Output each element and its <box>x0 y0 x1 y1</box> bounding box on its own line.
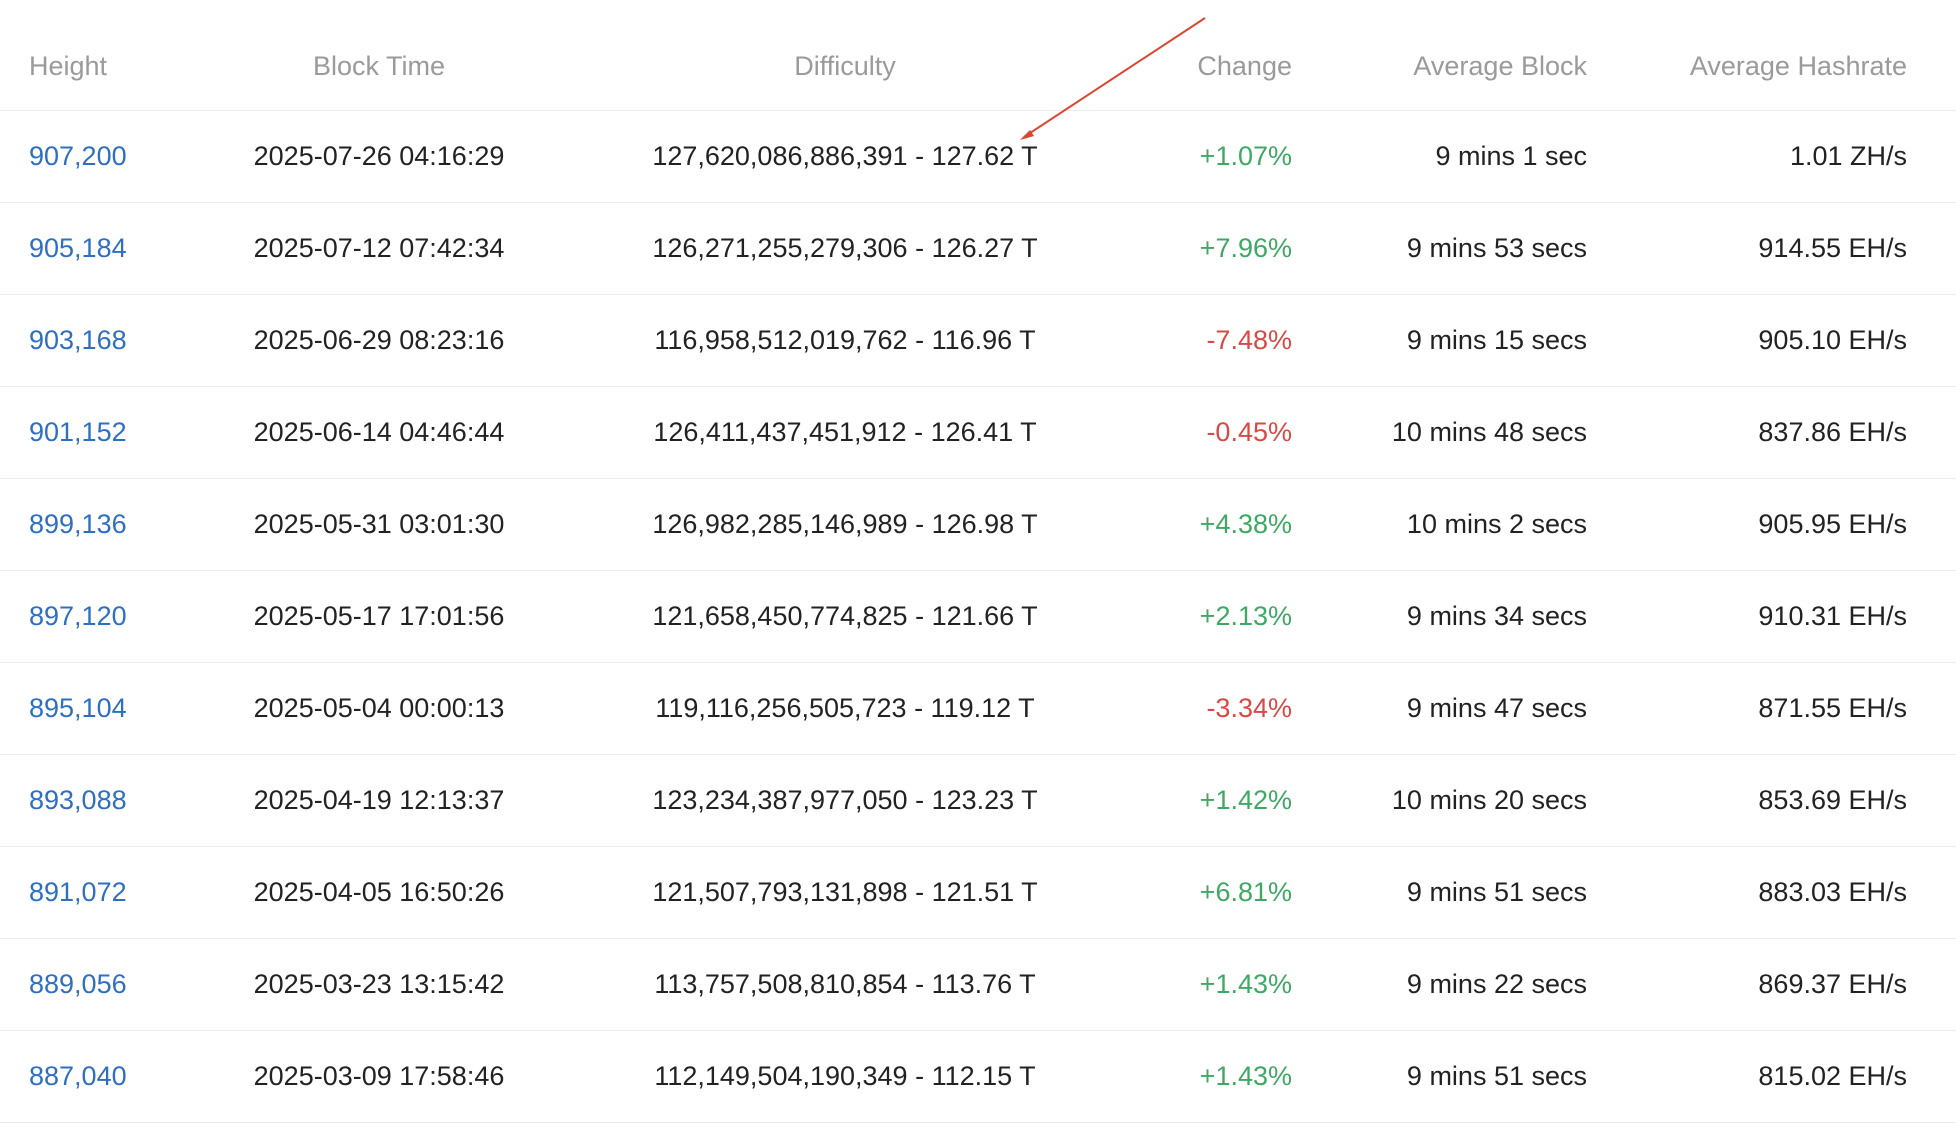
difficulty-cell: 121,658,450,774,825 - 121.66 T <box>652 601 1038 631</box>
average-block-cell: 10 mins 48 secs <box>1391 417 1587 447</box>
average-block-cell: 9 mins 15 secs <box>1406 325 1587 355</box>
difficulty-cell: 126,271,255,279,306 - 126.27 T <box>652 233 1038 263</box>
average-block-cell: 10 mins 2 secs <box>1406 509 1587 539</box>
difficulty-cell: 127,620,086,886,391 - 127.62 T <box>652 141 1038 171</box>
column-header-block-time[interactable]: Block Time <box>312 50 446 81</box>
change-cell: +1.07% <box>1199 141 1292 171</box>
table-row: 893,088 2025-04-19 12:13:37 123,234,387,97… <box>0 755 1956 847</box>
difficulty-cell: 113,757,508,810,854 - 113.76 T <box>654 969 1036 999</box>
table-row: 889,056 2025-03-23 13:15:42 113,757,508,81… <box>0 939 1956 1031</box>
change-cell: -3.34% <box>1206 693 1292 723</box>
average-hashrate-cell: 853.69 EH/s <box>1758 785 1907 815</box>
difficulty-cell: 112,149,504,190,349 - 112.15 T <box>654 1061 1036 1091</box>
change-cell: +2.13% <box>1199 601 1292 631</box>
table-row: 901,152 2025-06-14 04:46:44 126,411,437,45… <box>0 387 1956 479</box>
column-header-change[interactable]: Change <box>1197 50 1292 81</box>
change-cell: +7.96% <box>1199 233 1292 263</box>
average-hashrate-cell: 883.03 EH/s <box>1758 877 1907 907</box>
table-row: 903,168 2025-06-29 08:23:16 116,958,512,01… <box>0 295 1956 387</box>
block-time-cell: 2025-05-04 00:00:13 <box>253 693 505 723</box>
average-block-cell: 9 mins 53 secs <box>1406 233 1587 263</box>
column-header-average-block[interactable]: Average Block <box>1413 50 1587 81</box>
column-header-height[interactable]: Height <box>29 50 108 81</box>
change-cell: -0.45% <box>1206 417 1292 447</box>
table-row: 907,200 2025-07-26 04:16:29 127,620,086,88… <box>0 111 1956 203</box>
block-time-cell: 2025-07-12 07:42:34 <box>253 233 505 263</box>
table-row: 895,104 2025-05-04 00:00:13 119,116,256,50… <box>0 663 1956 755</box>
average-hashrate-cell: 1.01 ZH/s <box>1789 141 1907 171</box>
average-hashrate-cell: 815.02 EH/s <box>1758 1061 1907 1091</box>
block-time-cell: 2025-07-26 04:16:29 <box>253 141 505 171</box>
average-block-cell: 9 mins 51 secs <box>1406 877 1587 907</box>
block-time-cell: 2025-06-14 04:46:44 <box>253 417 505 447</box>
block-time-cell: 2025-04-05 16:50:26 <box>253 877 505 907</box>
block-time-cell: 2025-05-17 17:01:56 <box>253 601 505 631</box>
height-link[interactable]: 901,152 <box>29 417 127 447</box>
height-link[interactable]: 889,056 <box>29 969 127 999</box>
difficulty-cell: 126,982,285,146,989 - 126.98 T <box>652 509 1038 539</box>
average-hashrate-cell: 837.86 EH/s <box>1758 417 1907 447</box>
height-link[interactable]: 897,120 <box>29 601 127 631</box>
change-cell: -7.48% <box>1206 325 1292 355</box>
height-link[interactable]: 895,104 <box>29 693 127 723</box>
average-block-cell: 9 mins 34 secs <box>1406 601 1587 631</box>
height-link[interactable]: 887,040 <box>29 1061 127 1091</box>
average-hashrate-cell: 910.31 EH/s <box>1758 601 1907 631</box>
average-hashrate-cell: 914.55 EH/s <box>1758 233 1907 263</box>
table-row: 887,040 2025-03-09 17:58:46 112,149,504,19… <box>0 1031 1956 1123</box>
table-body: 907,200 2025-07-26 04:16:29 127,620,086,88… <box>0 111 1956 1123</box>
height-link[interactable]: 891,072 <box>29 877 127 907</box>
height-link[interactable]: 907,200 <box>29 141 127 171</box>
table-row: 905,184 2025-07-12 07:42:34 126,271,255,27… <box>0 203 1956 295</box>
column-header-average-hashrate[interactable]: Average Hashrate <box>1689 50 1907 81</box>
average-block-cell: 9 mins 22 secs <box>1406 969 1587 999</box>
height-link[interactable]: 903,168 <box>29 325 127 355</box>
block-time-cell: 2025-03-09 17:58:46 <box>253 1061 505 1091</box>
change-cell: +4.38% <box>1199 509 1292 539</box>
average-block-cell: 9 mins 1 sec <box>1435 141 1587 171</box>
average-block-cell: 10 mins 20 secs <box>1391 785 1587 815</box>
block-time-cell: 2025-04-19 12:13:37 <box>253 785 505 815</box>
average-block-cell: 9 mins 51 secs <box>1406 1061 1587 1091</box>
change-cell: +6.81% <box>1199 877 1292 907</box>
difficulty-cell: 123,234,387,977,050 - 123.23 T <box>652 785 1038 815</box>
table-row: 897,120 2025-05-17 17:01:56 121,658,450,77… <box>0 571 1956 663</box>
height-link[interactable]: 893,088 <box>29 785 127 815</box>
difficulty-cell: 121,507,793,131,898 - 121.51 T <box>652 877 1038 907</box>
height-link[interactable]: 899,136 <box>29 509 127 539</box>
block-time-cell: 2025-05-31 03:01:30 <box>253 509 505 539</box>
column-header-difficulty[interactable]: Difficulty <box>794 50 896 81</box>
difficulty-cell: 126,411,437,451,912 - 126.41 T <box>653 417 1037 447</box>
difficulty-cell: 119,116,256,505,723 - 119.12 T <box>655 693 1035 723</box>
block-time-cell: 2025-03-23 13:15:42 <box>253 969 505 999</box>
height-link[interactable]: 905,184 <box>29 233 127 263</box>
table-row: 899,136 2025-05-31 03:01:30 126,982,285,14… <box>0 479 1956 571</box>
difficulty-cell: 116,958,512,019,762 - 116.96 T <box>654 325 1036 355</box>
average-hashrate-cell: 905.95 EH/s <box>1758 509 1907 539</box>
change-cell: +1.43% <box>1199 1061 1292 1091</box>
average-hashrate-cell: 869.37 EH/s <box>1758 969 1907 999</box>
block-time-cell: 2025-06-29 08:23:16 <box>253 325 505 355</box>
table-header: Height Block Time Difficulty Change Aver… <box>0 0 1956 111</box>
change-cell: +1.42% <box>1199 785 1292 815</box>
average-hashrate-cell: 871.55 EH/s <box>1758 693 1907 723</box>
average-block-cell: 9 mins 47 secs <box>1406 693 1587 723</box>
table-row: 891,072 2025-04-05 16:50:26 121,507,793,13… <box>0 847 1956 939</box>
change-cell: +1.43% <box>1199 969 1292 999</box>
average-hashrate-cell: 905.10 EH/s <box>1758 325 1907 355</box>
